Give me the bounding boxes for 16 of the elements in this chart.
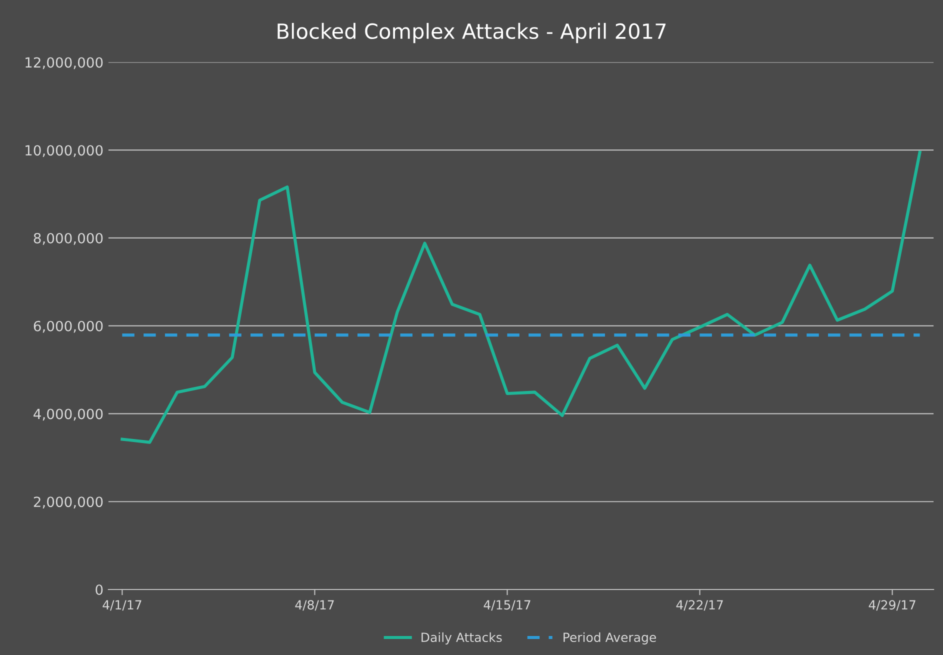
y-tick-label: 12,000,000 [26, 57, 103, 70]
y-tick-label: 10,000,000 [26, 145, 103, 157]
x-tick-label: 4/8/17 [295, 600, 334, 611]
x-tick-label: 4/29/17 [868, 600, 916, 611]
chart-title: Blocked Complex Attacks - April 2017 [278, 22, 666, 44]
x-tick-label: 4/1/17 [102, 600, 142, 611]
y-tick-label: 8,000,000 [34, 232, 103, 245]
y-tick-label: 4,000,000 [34, 408, 103, 421]
x-tick-label: 4/22/17 [676, 600, 723, 611]
legend-label: Daily Attacks [422, 632, 502, 644]
y-tick-label: 2,000,000 [34, 496, 103, 509]
y-tick-label: 6,000,000 [34, 320, 103, 333]
y-tick-label: 0 [96, 584, 103, 595]
legend-label: Period Average [564, 632, 656, 644]
x-tick-label: 4/15/17 [484, 600, 530, 611]
line-series [120, 150, 922, 444]
